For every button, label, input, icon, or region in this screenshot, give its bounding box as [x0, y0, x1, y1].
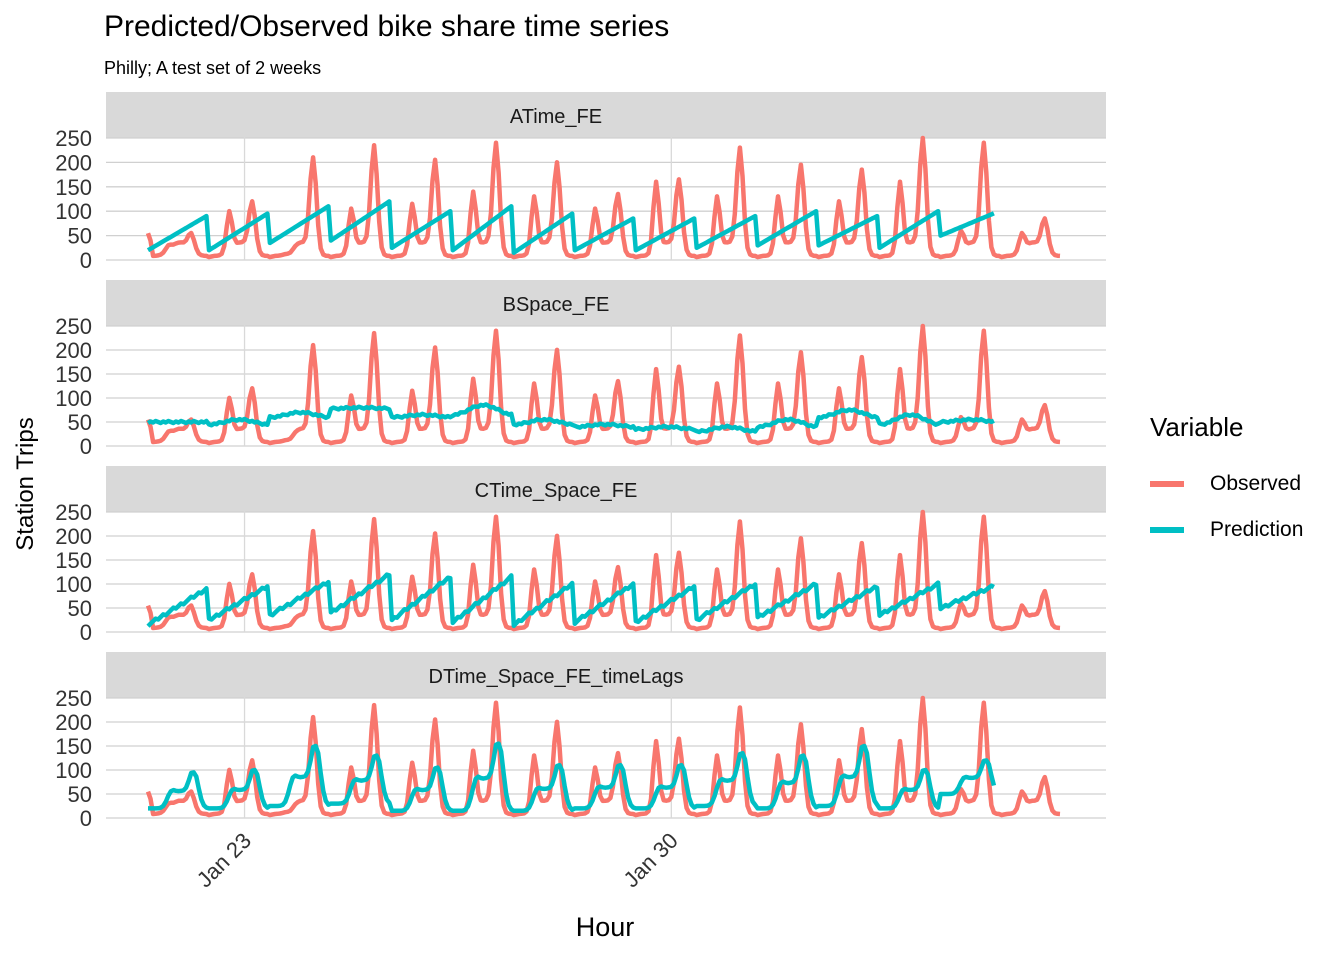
y-tick-label: 200 — [55, 710, 92, 735]
y-tick-label: 250 — [55, 500, 92, 525]
panel-strip-label: ATime_FE — [510, 106, 602, 128]
y-tick-label: 100 — [55, 199, 92, 224]
legend-label-observed: Observed — [1210, 472, 1302, 495]
observed-line — [145, 135, 1061, 260]
panel-strip — [106, 280, 1106, 326]
prediction-line — [148, 741, 997, 814]
legend-key-observed — [1150, 481, 1184, 487]
y-tick-label: 100 — [55, 758, 92, 783]
prediction-line — [146, 572, 995, 629]
x-tick-label: Jan 23 — [192, 828, 256, 892]
prediction-line — [146, 199, 995, 255]
chart-subtitle: Philly; A test set of 2 weeks — [104, 58, 322, 78]
y-tick-label: 150 — [55, 175, 92, 200]
legend: Variable Observed Prediction — [1150, 412, 1340, 553]
legend-item-observed: Observed — [1150, 461, 1340, 507]
y-tick-label: 200 — [55, 150, 92, 175]
prediction-line — [146, 402, 995, 435]
panel-strip — [106, 92, 1106, 138]
y-tick-label: 0 — [80, 248, 92, 273]
y-tick-label: 0 — [80, 620, 92, 645]
x-tick-label: Jan 30 — [618, 828, 682, 892]
y-tick-label: 200 — [55, 524, 92, 549]
y-tick-label: 50 — [68, 224, 92, 249]
y-tick-label: 0 — [80, 806, 92, 831]
y-tick-label: 50 — [68, 596, 92, 621]
y-tick-label: 150 — [55, 362, 92, 387]
y-tick-label: 250 — [55, 686, 92, 711]
x-axis-label: Hour — [575, 912, 635, 942]
panel-strip — [106, 466, 1106, 512]
y-tick-label: 150 — [55, 548, 92, 573]
y-tick-label: 200 — [55, 338, 92, 363]
chart-title: Predicted/Observed bike share time serie… — [104, 10, 670, 43]
y-tick-label: 100 — [55, 386, 92, 411]
observed-line — [145, 323, 1061, 446]
legend-title: Variable — [1150, 412, 1244, 442]
observed-line — [145, 509, 1061, 632]
legend-label-prediction: Prediction — [1210, 518, 1304, 541]
panel-strip-label: DTime_Space_FE_timeLags — [429, 666, 684, 688]
panel-strip — [106, 652, 1106, 698]
y-tick-label: 0 — [80, 434, 92, 459]
y-tick-label: 250 — [55, 126, 92, 151]
y-tick-label: 150 — [55, 734, 92, 759]
legend-item-prediction: Prediction — [1150, 507, 1340, 553]
y-tick-label: 50 — [68, 410, 92, 435]
observed-line — [145, 695, 1061, 818]
y-tick-label: 100 — [55, 572, 92, 597]
y-tick-label: 50 — [68, 782, 92, 807]
panel-strip-label: BSpace_FE — [503, 294, 610, 316]
legend-key-prediction — [1150, 527, 1184, 533]
panel-strip-label: CTime_Space_FE — [475, 480, 638, 502]
y-tick-label: 250 — [55, 314, 92, 339]
